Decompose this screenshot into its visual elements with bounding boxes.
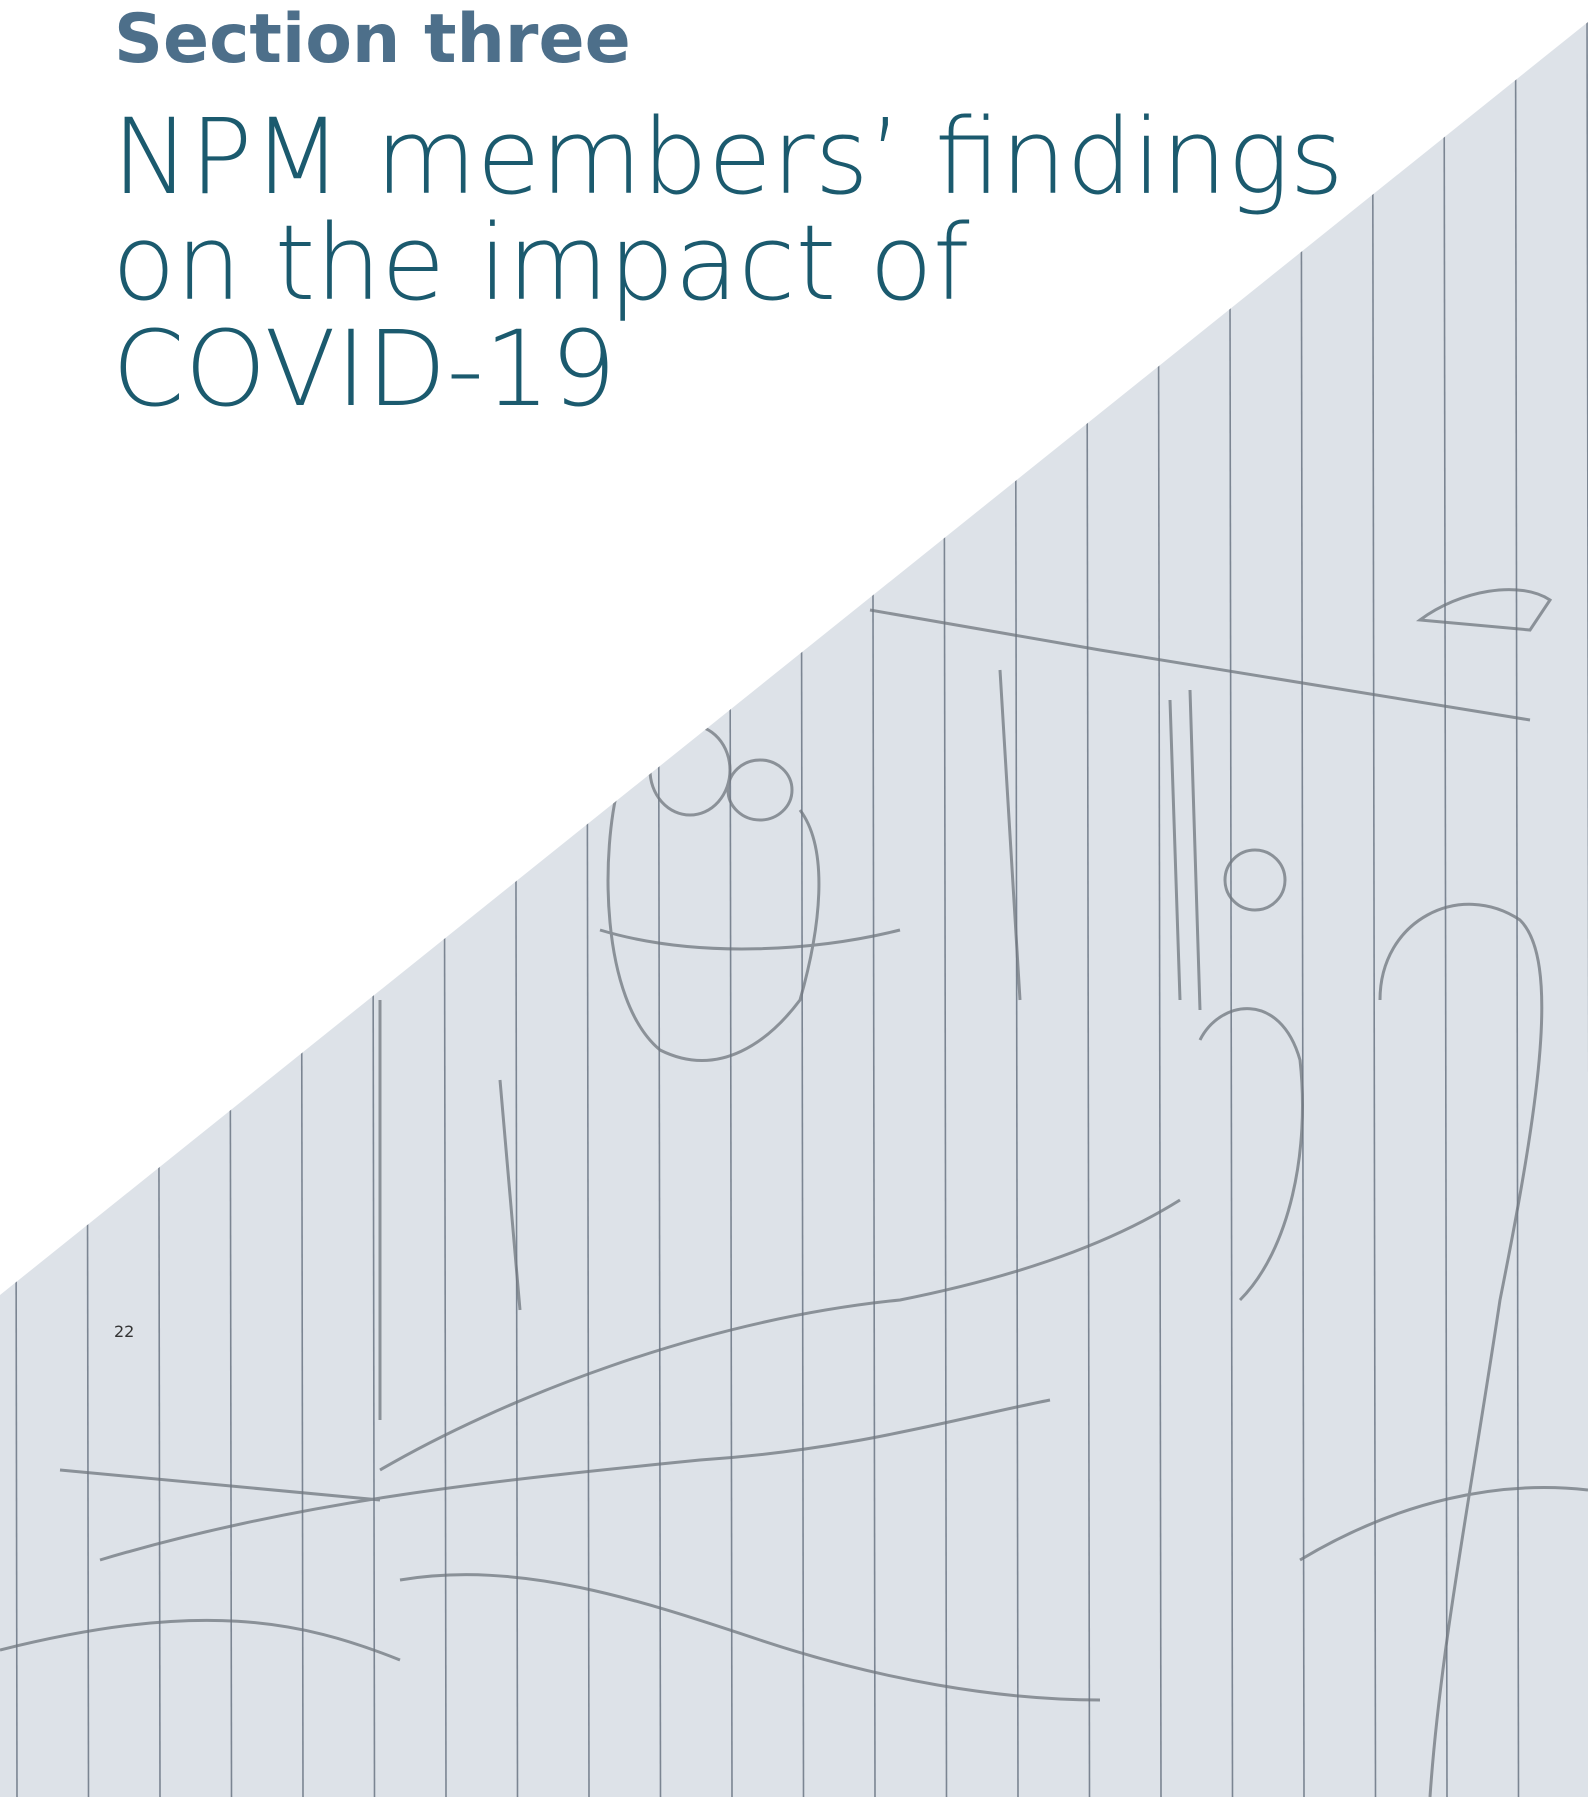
page-title: NPM members’ findings on the impact of C…: [112, 104, 1344, 422]
section-label: Section three: [114, 0, 631, 80]
page-number: 22: [114, 1322, 134, 1341]
title-line: COVID-19: [112, 316, 1344, 422]
title-line: on the impact of: [112, 210, 1344, 316]
title-line: NPM members’ findings: [112, 104, 1344, 210]
page: Section three NPM members’ findings on t…: [0, 0, 1588, 1797]
